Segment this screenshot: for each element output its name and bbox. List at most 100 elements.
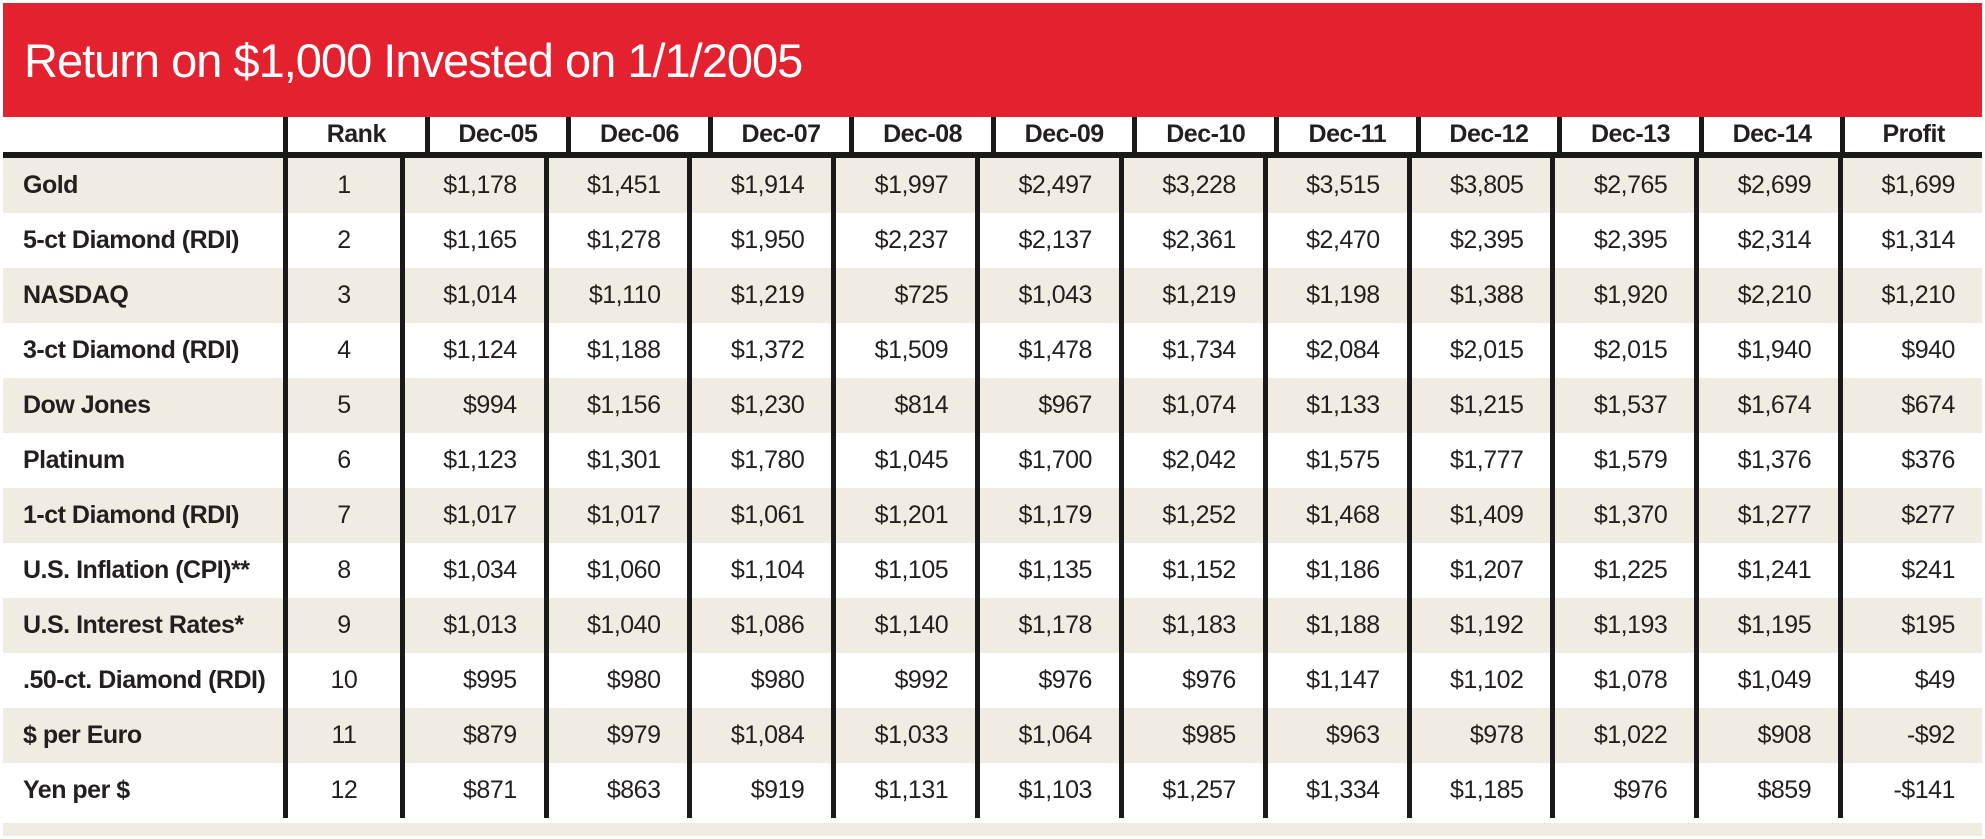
column-header: Dec-07: [707, 117, 850, 152]
value-cell: $1,537: [1550, 378, 1694, 433]
value-cell: $1,074: [1118, 378, 1263, 433]
value-cell: $1,123: [399, 433, 544, 488]
value-cell: $2,395: [1406, 213, 1551, 268]
value-cell: $1,219: [687, 268, 831, 323]
value-cell: $976: [1550, 763, 1694, 818]
value-cell: $1,225: [1550, 543, 1694, 598]
value-cell: $1,147: [1262, 653, 1407, 708]
value-cell: $985: [1118, 708, 1263, 763]
row-label: Gold: [23, 171, 78, 199]
value-cell: $978: [1406, 708, 1551, 763]
value-cell: $1,207: [1406, 543, 1551, 598]
corner-cell: [3, 117, 283, 152]
value-cell: $1,086: [687, 598, 831, 653]
row-label: NASDAQ: [23, 281, 129, 309]
value-cell: $3,228: [1118, 158, 1263, 213]
column-header: Dec-08: [849, 117, 991, 152]
value-cell: $2,314: [1694, 213, 1838, 268]
row-label: Platinum: [23, 446, 125, 474]
value-cell: $1,914: [687, 158, 831, 213]
value-cell: $1,301: [543, 433, 688, 488]
value-cell: $2,497: [975, 158, 1119, 213]
value-cell: $2,237: [831, 213, 975, 268]
value-cell: $1,370: [1550, 488, 1694, 543]
value-cell: $1,478: [975, 323, 1119, 378]
value-cell: $871: [399, 763, 544, 818]
rank-cell: 3: [283, 268, 400, 323]
profit-cell: $376: [1838, 433, 1982, 488]
profit-cell: -$141: [1838, 763, 1982, 818]
column-header: Dec-11: [1274, 117, 1416, 152]
value-cell: $3,515: [1262, 158, 1407, 213]
value-cell: $1,409: [1406, 488, 1551, 543]
value-cell: $1,040: [543, 598, 688, 653]
value-cell: $2,395: [1550, 213, 1694, 268]
rank-cell: 10: [283, 653, 400, 708]
value-cell: $2,470: [1262, 213, 1407, 268]
value-cell: $1,468: [1262, 488, 1407, 543]
table-row: .50-ct. Diamond (RDI) 10 $995 $980 $980 $992 $…: [3, 653, 1982, 708]
value-cell: $2,765: [1550, 158, 1694, 213]
profit-cell: $674: [1838, 378, 1982, 433]
value-cell: $1,388: [1406, 268, 1551, 323]
value-cell: $2,699: [1694, 158, 1838, 213]
column-header: Rank: [283, 117, 425, 152]
rank-cell: 11: [283, 708, 400, 763]
value-cell: $1,102: [1406, 653, 1551, 708]
value-cell: $1,105: [831, 543, 975, 598]
value-cell: $859: [1694, 763, 1838, 818]
rank-cell: 9: [283, 598, 400, 653]
rank-cell: 6: [283, 433, 400, 488]
value-cell: $1,201: [831, 488, 975, 543]
value-cell: $1,179: [975, 488, 1119, 543]
value-cell: $1,780: [687, 433, 831, 488]
value-cell: $1,252: [1118, 488, 1263, 543]
page-title: Return on $1,000 Invested on 1/1/2005: [24, 33, 803, 87]
value-cell: $2,084: [1262, 323, 1407, 378]
value-cell: $1,131: [831, 763, 975, 818]
value-cell: $1,185: [1406, 763, 1551, 818]
profit-cell: $277: [1838, 488, 1982, 543]
row-label: $ per Euro: [23, 721, 142, 749]
profit-cell: $241: [1838, 543, 1982, 598]
value-cell: $1,188: [1262, 598, 1407, 653]
table-row: U.S. Interest Rates* 9 $1,013 $1,040 $1,086 $…: [3, 598, 1982, 653]
value-cell: $980: [543, 653, 688, 708]
value-cell: $725: [831, 268, 975, 323]
value-cell: $1,700: [975, 433, 1119, 488]
value-cell: $1,014: [399, 268, 544, 323]
rank-cell: 2: [283, 213, 400, 268]
value-cell: $1,178: [399, 158, 544, 213]
value-cell: $1,064: [975, 708, 1119, 763]
value-cell: $1,198: [1262, 268, 1407, 323]
value-cell: $1,034: [399, 543, 544, 598]
value-cell: $963: [1262, 708, 1407, 763]
value-cell: $1,045: [831, 433, 975, 488]
table-body: Gold 1 $1,178 $1,451 $1,914 $1,997 $2,497 $3,22…: [3, 158, 1982, 818]
row-label: Yen per $: [23, 776, 130, 804]
table-row: U.S. Inflation (CPI)** 8 $1,034 $1,060 $1,10…: [3, 543, 1982, 598]
profit-cell: $940: [1838, 323, 1982, 378]
row-label: Dow Jones: [23, 391, 151, 419]
rank-cell: 1: [283, 158, 400, 213]
table-row: 3-ct Diamond (RDI) 4 $1,124 $1,188 $1,372 $1,…: [3, 323, 1982, 378]
value-cell: $1,674: [1694, 378, 1838, 433]
table-header-row: Rank Dec-05 Dec-06 Dec-07 Dec-08 Dec-09 Dec-10…: [3, 117, 1982, 152]
row-label: U.S. Inflation (CPI)**: [23, 556, 250, 584]
value-cell: $1,165: [399, 213, 544, 268]
value-cell: $976: [1118, 653, 1263, 708]
value-cell: $1,579: [1550, 433, 1694, 488]
value-cell: $1,152: [1118, 543, 1263, 598]
value-cell: $1,940: [1694, 323, 1838, 378]
value-cell: $1,219: [1118, 268, 1263, 323]
value-cell: $1,043: [975, 268, 1119, 323]
column-header: Dec-09: [990, 117, 1133, 152]
value-cell: $919: [687, 763, 831, 818]
header-rule: [3, 152, 1982, 158]
value-cell: $1,278: [543, 213, 688, 268]
column-header: Dec-13: [1557, 117, 1699, 152]
row-label: 5-ct Diamond (RDI): [23, 226, 240, 254]
rank-cell: 4: [283, 323, 400, 378]
value-cell: $995: [399, 653, 544, 708]
value-cell: $1,777: [1406, 433, 1551, 488]
